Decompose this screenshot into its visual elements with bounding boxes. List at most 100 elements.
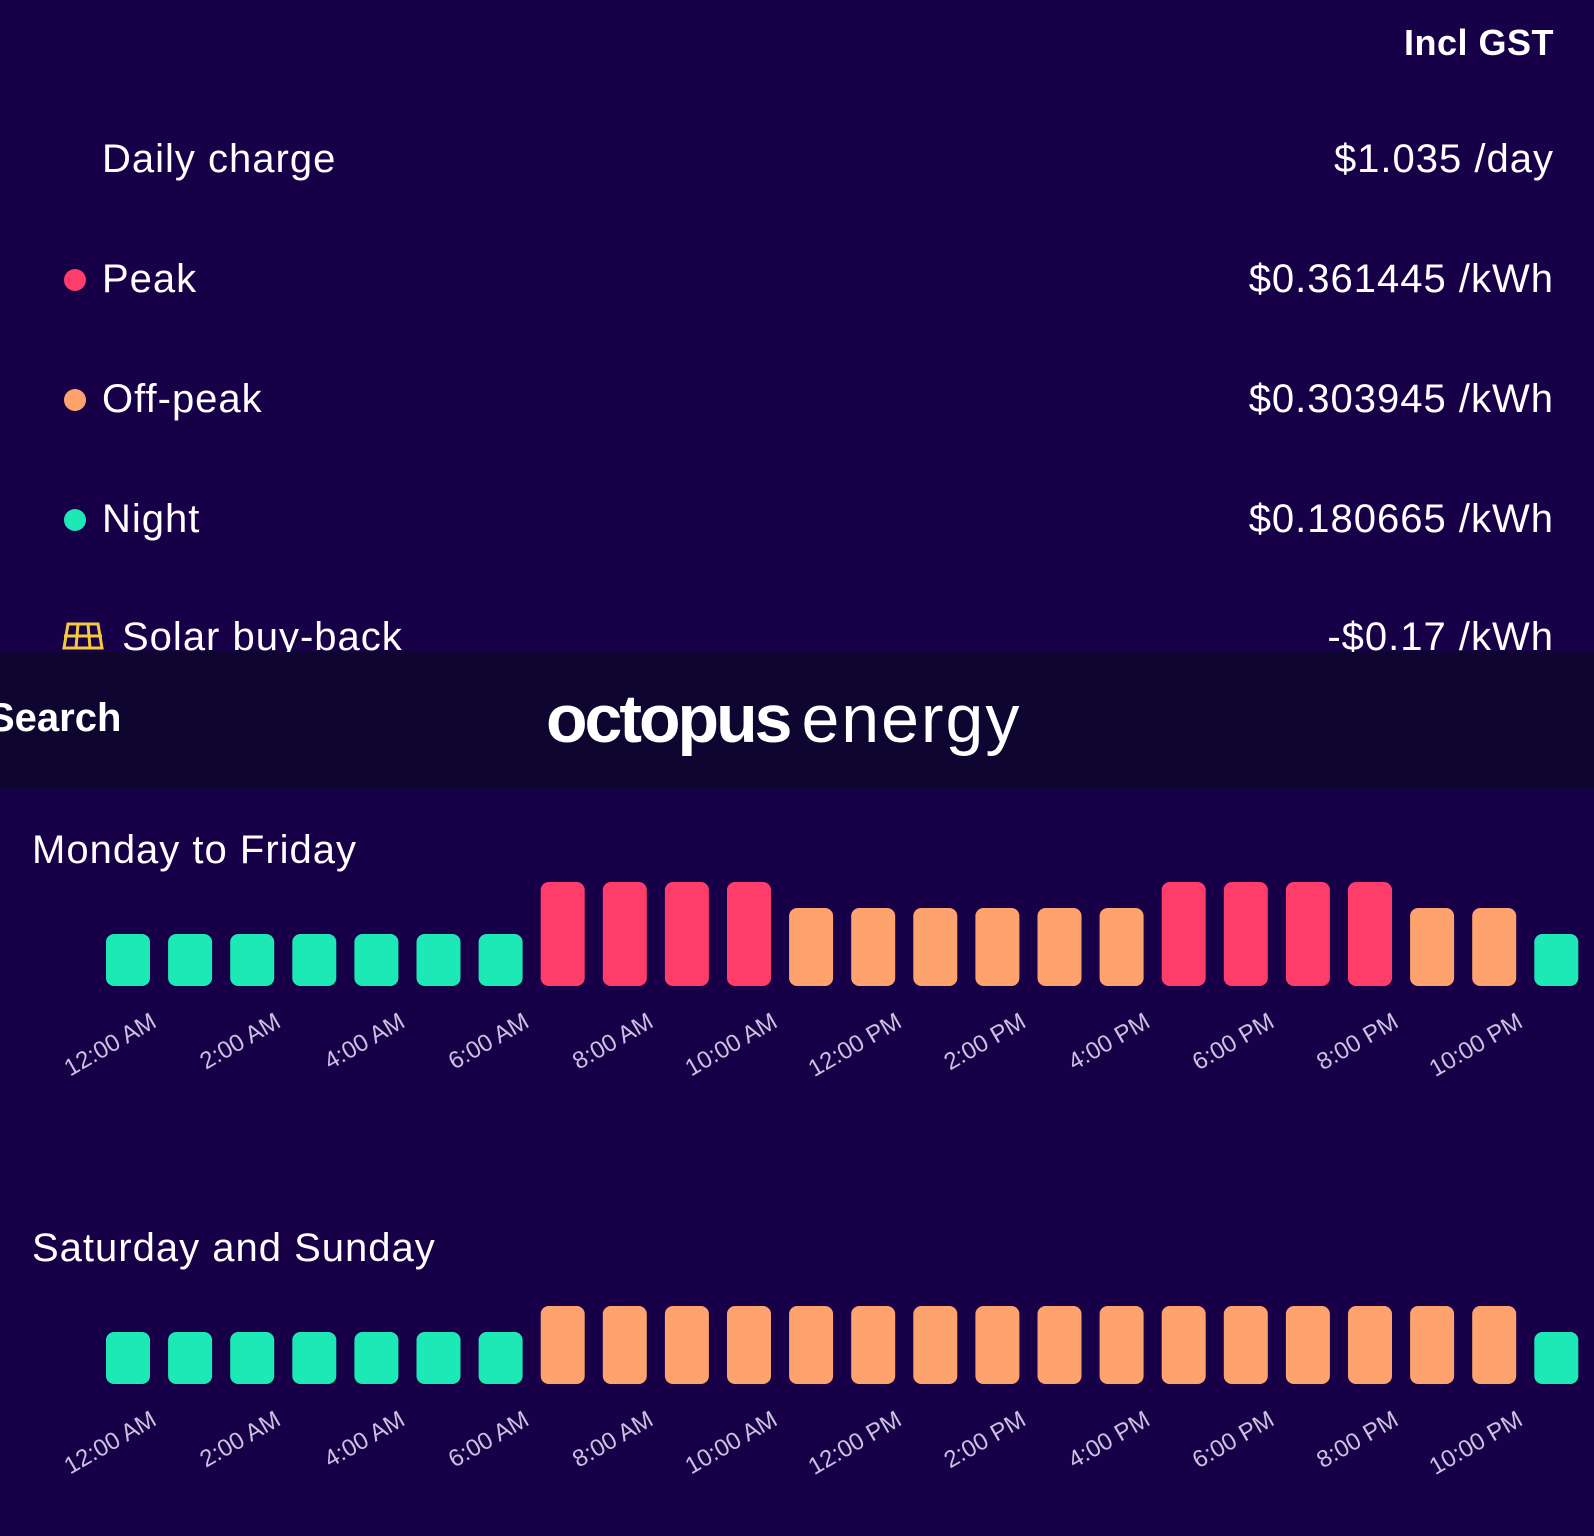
tariff-bar-night [292, 934, 337, 986]
offpeak-value: $0.303945 /kWh [1248, 377, 1554, 421]
time-tick-label: 10:00 AM [681, 1406, 782, 1480]
tariff-bar-peak [602, 882, 647, 986]
time-tick-label: 6:00 PM [1188, 1406, 1279, 1474]
solar-buyback-label: Solar buy-back [122, 615, 403, 652]
time-tick-label: 12:00 PM [804, 1406, 906, 1481]
tariff-bar-peak [1348, 882, 1392, 986]
night-label: Night [102, 497, 201, 541]
time-tick-label: 12:00 PM [804, 1008, 906, 1083]
weekend-schedule-title: Saturday and Sunday [32, 1226, 436, 1270]
time-tick-label: 8:00 AM [568, 1406, 658, 1473]
weekday-schedule-title: Monday to Friday [32, 828, 358, 872]
tariff-bar-night [1534, 1332, 1579, 1384]
tariff-bar-offpeak [1410, 1306, 1455, 1384]
weekday-schedule: Monday to Friday 12:00 AM 2:00 AM 4:00 AM 6… [0, 828, 1594, 1128]
tariff-bar-offpeak [1037, 1306, 1082, 1384]
tariff-bar-offpeak [602, 1306, 647, 1384]
tariff-bar-peak [664, 882, 709, 986]
peak-value: $0.361445 /kWh [1248, 257, 1554, 301]
tariff-bar-night [416, 934, 461, 986]
peak-label: Peak [102, 257, 198, 301]
daily-charge-value: $1.035 /day [1333, 137, 1554, 181]
logo-word-octopus: octopus [546, 681, 792, 757]
time-tick-label: 10:00 AM [681, 1008, 782, 1082]
time-tick-label: 4:00 AM [320, 1008, 410, 1075]
tariff-bar-night [106, 1332, 150, 1384]
tariff-bar-night [478, 934, 523, 986]
time-tick-label: 2:00 PM [939, 1008, 1030, 1076]
tariff-bar-offpeak [1472, 908, 1517, 986]
time-tick-label: 4:00 PM [1064, 1008, 1155, 1076]
tariff-bar-offpeak [1099, 1306, 1144, 1384]
weekend-schedule: Saturday and Sunday 12:00 AM 2:00 AM 4:00 … [0, 1226, 1594, 1526]
tariff-bar-night [292, 1332, 337, 1384]
tariff-bar-offpeak [1348, 1306, 1392, 1384]
tariff-bar-night [1534, 934, 1579, 986]
tariff-bar-offpeak [1223, 1306, 1268, 1384]
tariff-bar-night [354, 1332, 399, 1384]
tariff-bar-offpeak [1161, 1306, 1206, 1384]
rate-row-offpeak: Off-peak $0.303945 /kWh [0, 370, 1594, 430]
tariff-bar-offpeak [851, 908, 896, 986]
time-tick-label: 2:00 AM [195, 1008, 285, 1075]
time-tick-label: 8:00 PM [1312, 1008, 1403, 1076]
offpeak-dot-icon [64, 389, 86, 411]
tariff-bar-peak [1161, 882, 1206, 986]
time-tick-label: 10:00 PM [1425, 1008, 1527, 1083]
tariff-bar-offpeak [789, 1306, 834, 1384]
peak-dot-icon [64, 269, 86, 291]
brand-bar: Search octopus energy [0, 652, 1594, 789]
tariff-bar-offpeak [1472, 1306, 1517, 1384]
tariff-bar-offpeak [1410, 908, 1455, 986]
daily-charge-label: Daily charge [102, 137, 337, 181]
time-tick-label: 4:00 AM [320, 1406, 410, 1473]
time-tick-label: 6:00 AM [444, 1406, 534, 1473]
night-dot-icon [64, 509, 86, 531]
tariff-bar-offpeak [975, 1306, 1020, 1384]
search-button[interactable]: Search [0, 696, 160, 746]
tariff-bar-offpeak [789, 908, 834, 986]
rate-row-daily-charge: Daily charge $1.035 /day [0, 130, 1594, 190]
time-tick-label: 8:00 PM [1312, 1406, 1403, 1474]
time-tick-label: 2:00 PM [939, 1406, 1030, 1474]
solar-buyback-value: -$0.17 /kWh [1327, 615, 1554, 652]
tariff-bar-offpeak [727, 1306, 771, 1384]
tariff-bar-offpeak [1037, 908, 1082, 986]
logo-word-energy: energy [801, 681, 1022, 757]
tariff-bar-peak [1285, 882, 1330, 986]
tariff-bar-night [168, 1332, 213, 1384]
octopus-energy-logo: octopus energy [546, 668, 1086, 778]
time-tick-label: 10:00 PM [1425, 1406, 1527, 1481]
offpeak-label: Off-peak [102, 377, 263, 421]
tariff-bar-offpeak [913, 908, 958, 986]
tariff-bar-offpeak [540, 1306, 585, 1384]
time-tick-label: 12:00 AM [60, 1406, 161, 1480]
weekday-tariff-chart: 12:00 AM 2:00 AM 4:00 AM 6:00 AM 8:00 AM 10:0… [60, 882, 1579, 1083]
tariff-rates-panel: Incl GST Daily charge $1.035 /day Peak $… [0, 0, 1594, 652]
tariff-bar-night [416, 1332, 461, 1384]
time-tick-label: 2:00 AM [195, 1406, 285, 1473]
tariff-bar-night [106, 934, 150, 986]
time-tick-label: 12:00 AM [60, 1008, 161, 1082]
tariff-bar-peak [1223, 882, 1268, 986]
tariff-bar-peak [727, 882, 771, 986]
rate-row-solar: Solar buy-back -$0.17 /kWh [0, 608, 1594, 652]
tariff-bar-night [168, 934, 213, 986]
weekend-tariff-chart: 12:00 AM 2:00 AM 4:00 AM 6:00 AM 8:00 AM 10:0… [60, 1306, 1579, 1481]
tariff-bar-offpeak [913, 1306, 958, 1384]
tariff-bar-offpeak [1285, 1306, 1330, 1384]
time-tick-label: 8:00 AM [568, 1008, 658, 1075]
tariff-bar-night [230, 934, 275, 986]
tariff-bar-peak [540, 882, 585, 986]
tariff-bar-offpeak [975, 908, 1020, 986]
tariff-bar-night [478, 1332, 523, 1384]
tariff-bar-offpeak [664, 1306, 709, 1384]
rate-row-night: Night $0.180665 /kWh [0, 490, 1594, 550]
search-label: Search [0, 696, 122, 740]
time-tick-label: 6:00 PM [1188, 1008, 1279, 1076]
tariff-bar-night [354, 934, 399, 986]
time-tick-label: 4:00 PM [1064, 1406, 1155, 1474]
tariff-bar-offpeak [851, 1306, 896, 1384]
tariff-bar-offpeak [1099, 908, 1144, 986]
incl-gst-label: Incl GST [1403, 22, 1554, 63]
